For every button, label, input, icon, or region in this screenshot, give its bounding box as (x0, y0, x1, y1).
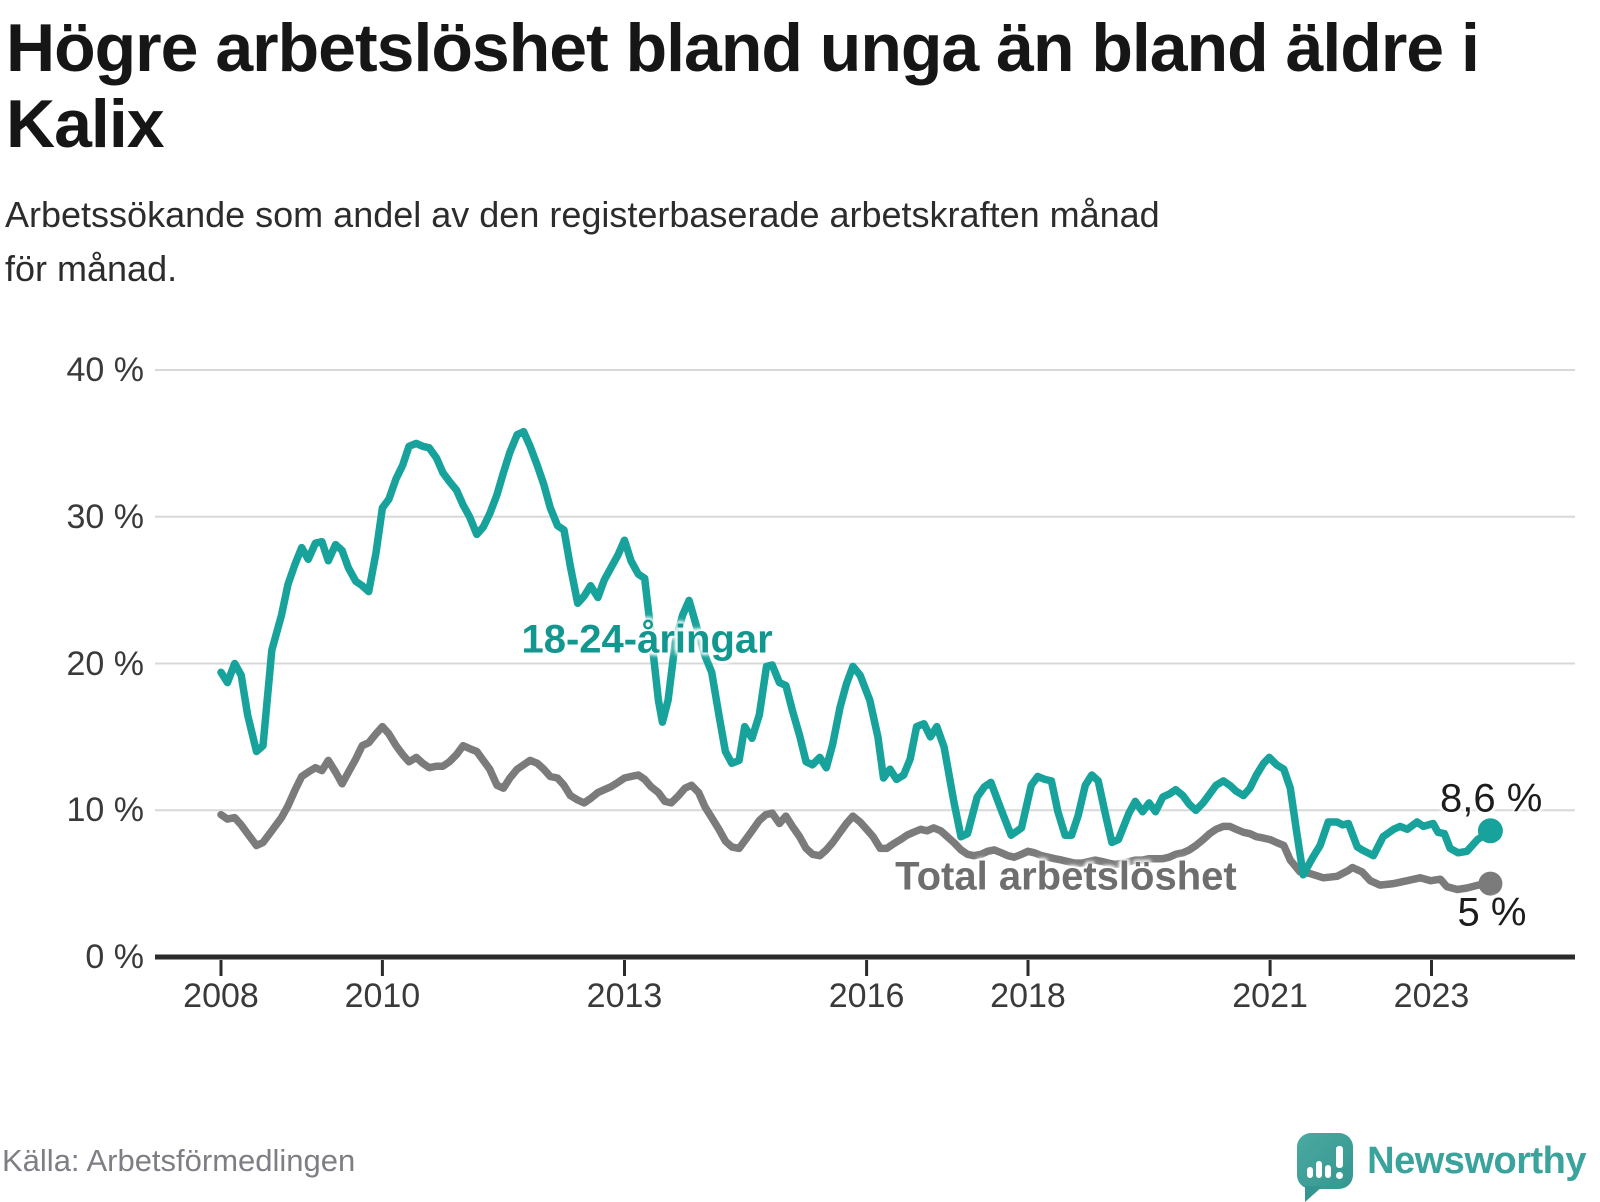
y-axis-tick-label: 10 % (66, 791, 145, 830)
source-note: Källa: Arbetsförmedlingen (2, 1143, 356, 1178)
x-axis-tick-label: 2008 (183, 977, 259, 1015)
newsworthy-bubble-chart-icon (1297, 1133, 1354, 1202)
footer: Källa: Arbetsförmedlingen Newsworthy (0, 1122, 1586, 1202)
x-axis-tick-label: 2018 (990, 977, 1066, 1015)
series-line-youth (217, 427, 1495, 879)
series-label: 18-24-åringar (521, 617, 773, 662)
x-axis-tick-label: 2023 (1393, 977, 1470, 1015)
series-end-dot (1477, 818, 1503, 844)
y-axis-tick-label: 0 % (85, 938, 144, 976)
series-label: Total arbetslöshet (895, 854, 1237, 899)
page-title: Högre arbetslöshet bland unga än bland ä… (6, 10, 1480, 163)
series-line-total (217, 722, 1495, 894)
x-axis-tick-label: 2016 (828, 977, 905, 1015)
x-axis-tick-label: 2021 (1232, 977, 1308, 1015)
newsworthy-logo: Newsworthy (1297, 1133, 1586, 1202)
y-axis-tick-label: 40 % (66, 351, 145, 389)
series-end-value-label: 5 % (1457, 890, 1527, 935)
newsworthy-wordmark: Newsworthy (1367, 1139, 1586, 1182)
x-axis-tick-label: 2013 (586, 977, 663, 1015)
page-subtitle: Arbetssökande som andel av den registerb… (5, 194, 1160, 289)
series-end-dot (1478, 871, 1503, 896)
y-axis-tick-label: 20 % (66, 644, 145, 683)
y-axis-tick-label: 30 % (66, 497, 145, 536)
series-end-value-label: 8,6 % (1440, 776, 1543, 820)
x-axis-tick-label: 2010 (344, 977, 421, 1015)
